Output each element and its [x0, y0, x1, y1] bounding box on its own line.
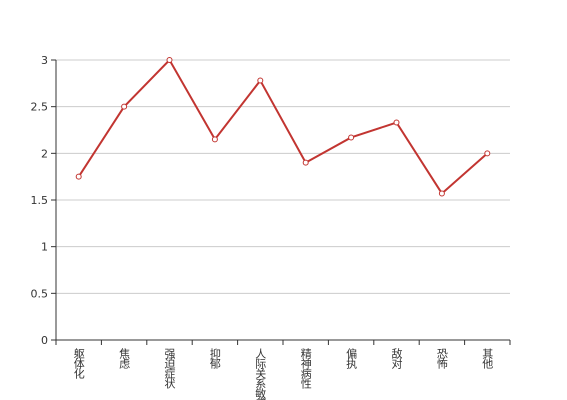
point [302, 159, 309, 166]
point [166, 57, 173, 63]
x-tick-label: 偏执 [345, 347, 358, 370]
x-tick-label: 人际关系敏感 [254, 348, 267, 400]
point [484, 150, 491, 157]
point [393, 119, 400, 126]
y-tick-label: 0.5 [31, 287, 49, 300]
point [257, 77, 264, 84]
point [211, 136, 218, 143]
point [75, 173, 82, 180]
point [348, 134, 355, 141]
line [77, 58, 488, 195]
x-tick-label: 恐怖 [435, 348, 448, 369]
x-tick-label: 抑郁 [208, 347, 221, 369]
y-tick-label: 2.5 [31, 101, 49, 114]
x-tick-label: 精神病性 [299, 348, 312, 390]
y-tick-label: 3 [41, 54, 48, 67]
x-tick-label: 焦虑 [118, 348, 131, 369]
x-tick-label: 强迫症状 [163, 348, 176, 389]
x-tick-label: 其他 [481, 348, 494, 369]
point [438, 190, 445, 197]
y-tick-label: 1 [41, 241, 48, 254]
y-tick-label: 2 [41, 147, 48, 160]
y-tick-label: 1.5 [31, 194, 49, 207]
y-tick-label: 0 [41, 334, 48, 347]
point [121, 103, 128, 110]
x-tick-label: 敌对 [390, 347, 403, 369]
x-tick-label: 躯体化 [72, 348, 85, 380]
